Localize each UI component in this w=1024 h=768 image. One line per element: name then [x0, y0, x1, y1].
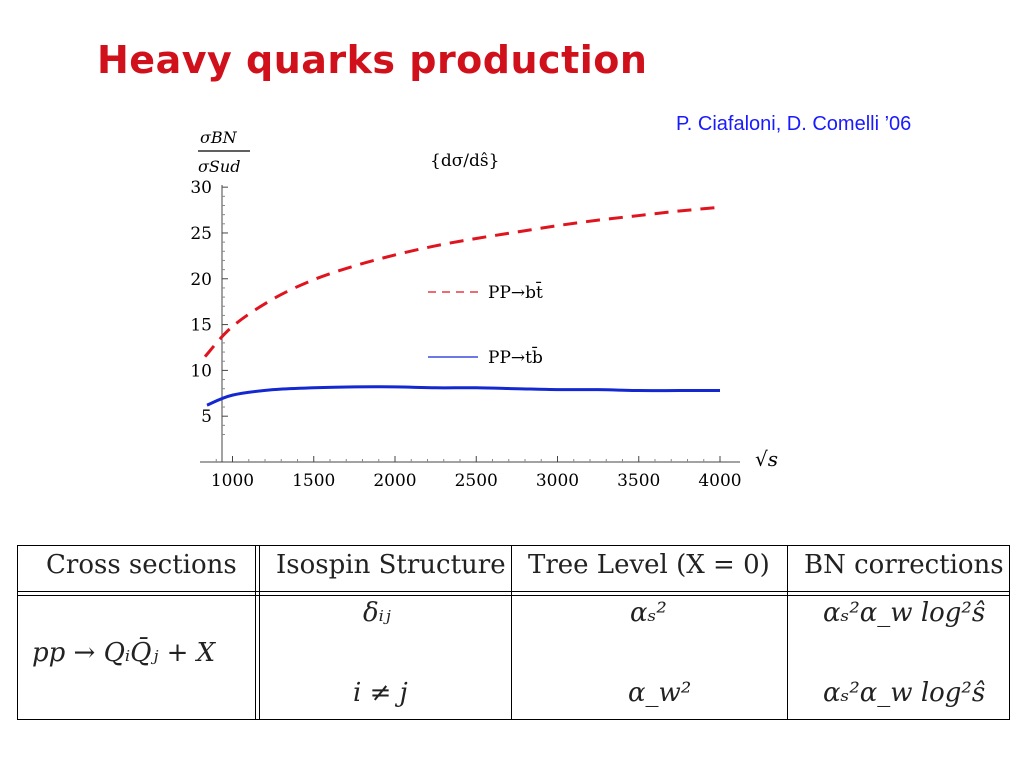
x-tick-label: 3500	[617, 471, 660, 491]
table-divider	[787, 546, 788, 719]
x-tick-label: 1000	[211, 471, 254, 491]
isospin-value: i ≠ j	[353, 678, 408, 708]
y-tick-label: 15	[190, 316, 212, 336]
y-tick-label: 20	[190, 270, 212, 290]
process-formula: pp → QᵢQ̄ⱼ + X	[32, 638, 216, 668]
x-tick-label: 4000	[698, 471, 741, 491]
chart: 1000 1500 2000 2500 3000 3500 400051015202530 …	[190, 128, 778, 491]
y-tick-label: 25	[190, 224, 212, 244]
legend-label: PP→bt̄	[488, 280, 543, 303]
x-tick-label: 1500	[292, 471, 335, 491]
cross-section-table: Cross sections Isospin Structure Tree Le…	[17, 545, 1010, 720]
bn-value: αₛ²α_w log²ŝ	[823, 598, 986, 628]
series-line-pp-bt	[203, 205, 721, 358]
chart-annotation: {dσ/dŝ}	[430, 151, 499, 171]
legend-label: PP→tb̄	[488, 345, 543, 368]
table-divider	[18, 591, 1009, 592]
x-tick-label: 2000	[373, 471, 416, 491]
header-tree-level: Tree Level (X = 0)	[528, 550, 770, 580]
citation: P. Ciafaloni, D. Comelli ’06	[676, 113, 912, 135]
chart-axes	[200, 185, 740, 463]
xlabel: √s	[755, 447, 778, 471]
tree-value: αₛ²	[630, 598, 667, 628]
x-tick-label: 3000	[536, 471, 579, 491]
header-isospin: Isospin Structure	[276, 550, 506, 580]
series-line-pp-tb	[206, 385, 720, 407]
chart-legend: PP→bt̄ PP→tb̄	[428, 280, 543, 368]
bn-value: αₛ²α_w log²ŝ	[823, 678, 986, 708]
chart-ticks: 1000 1500 2000 2500 3000 3500 4000 5 10 15 20 25 30	[190, 178, 741, 491]
table-divider	[18, 595, 1009, 596]
chart-series	[203, 205, 721, 407]
y-tick-label: 10	[190, 361, 212, 381]
isospin-value: δᵢⱼ	[363, 598, 391, 628]
tree-value: α_w²	[628, 678, 692, 708]
slide-title: Heavy quarks production	[97, 38, 648, 82]
ylabel-denominator: σSud	[198, 157, 240, 176]
header-cross-sections: Cross sections	[46, 550, 237, 580]
y-tick-label: 30	[190, 178, 212, 198]
header-bn-corrections: BN corrections	[804, 550, 1004, 580]
table-divider	[511, 546, 512, 719]
ylabel-numerator: σBN	[200, 128, 238, 147]
table-divider	[259, 546, 260, 719]
y-tick-label: 5	[201, 407, 212, 427]
x-tick-label: 2500	[455, 471, 498, 491]
table-divider	[255, 546, 256, 719]
